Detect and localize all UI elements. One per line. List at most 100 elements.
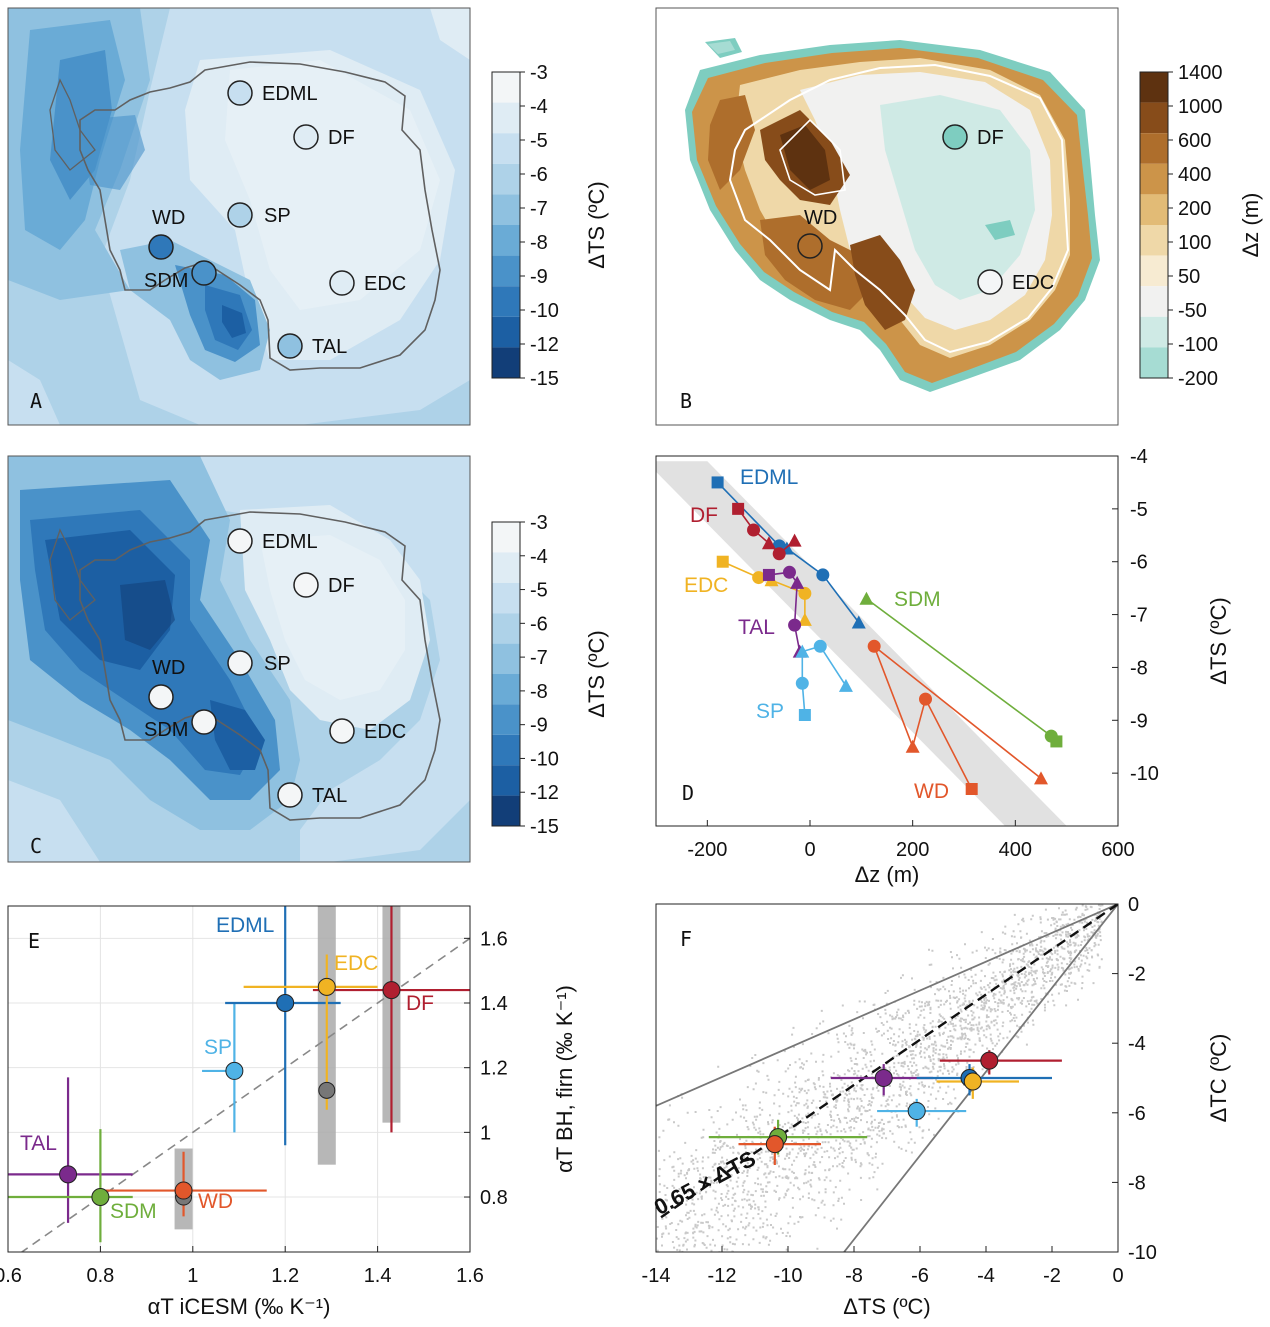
series-point-df — [747, 523, 761, 537]
series-point-wd — [1034, 771, 1048, 785]
colorbar-cell — [1140, 133, 1168, 164]
colorbar-cell — [1140, 102, 1168, 134]
site-marker-sp — [227, 202, 253, 228]
colorbar-cell — [1140, 72, 1168, 103]
series-point-sp — [838, 678, 853, 692]
panel-d-band — [656, 461, 1067, 826]
panel-d-letter: D — [682, 781, 694, 805]
y-axis-label: ΔTS (ºC) — [1206, 597, 1231, 685]
colorbar-tick-label: -200 — [1178, 368, 1218, 390]
panel-c-sites: EDML DF SP WD SDM EDC TAL — [144, 528, 406, 808]
point-label-df: DF — [406, 992, 434, 1015]
series-label-edc: EDC — [684, 574, 728, 597]
colorbar-tick-label: 200 — [1178, 198, 1211, 220]
panel-f-chart: -14 -12 -10 -8 -6 -4 -2 0 0 -2 -4 -6 -8 -10 ΔTS (ºC) ΔT… — [642, 894, 1231, 1319]
site-marker-df — [293, 124, 319, 150]
panel-b-sites: DF WD EDC — [797, 124, 1054, 295]
site-marker-sdm — [191, 260, 217, 286]
x-tick-label: 400 — [999, 839, 1032, 861]
site-marker-tal — [277, 333, 303, 359]
point-label-tal: TAL — [20, 1132, 57, 1155]
y-tick-label: -8 — [1128, 1172, 1146, 1194]
panel-e-labels: TAL SDM WD SP EDML EDC DF — [20, 914, 434, 1223]
y-tick-label: -9 — [1130, 710, 1148, 732]
x-tick-label: 0.6 — [0, 1265, 22, 1287]
panel-c-map: C EDML DF SP WD SDM EDC TAL — [7, 455, 471, 863]
panel-e-points — [8, 906, 470, 1243]
site-marker-wd — [148, 234, 174, 260]
colorbar-cell — [1140, 194, 1168, 225]
colorbar-frame — [491, 71, 521, 379]
series-point-edc — [752, 571, 766, 585]
point-label-sdm: SDM — [110, 1200, 157, 1223]
colorbar-cell — [492, 72, 520, 103]
site-label-wd: WD — [152, 657, 185, 679]
data-point-sp — [225, 1061, 244, 1080]
panel-b-letter: B — [680, 389, 692, 413]
colorbar-tick-label: -3 — [530, 512, 548, 534]
colorbar-cell — [492, 522, 520, 553]
y-tick-label: 0.8 — [480, 1187, 508, 1209]
colorbar-tick-label: -9 — [530, 715, 548, 737]
colorbar-cell — [492, 704, 520, 735]
series-point-tal — [790, 575, 805, 589]
panel-a-letter: A — [30, 389, 42, 413]
series-label-sp: SP — [756, 700, 784, 723]
one-to-one-line — [20, 937, 470, 1252]
site-label-df: DF — [328, 127, 355, 149]
colorbar-tick-label: -100 — [1178, 334, 1218, 356]
series-label-wd: WD — [914, 780, 949, 803]
y-tick-label: -10 — [1130, 763, 1159, 785]
panel-a-coastline — [79, 61, 441, 371]
panel-d-uncertainty-band — [656, 461, 1067, 826]
upper-envelope-line — [656, 904, 1118, 1107]
series-point-df — [732, 502, 745, 515]
series-point-df — [772, 547, 786, 561]
colorbar-frame — [491, 521, 521, 827]
panel-f-frame — [655, 903, 1119, 1253]
panel-d-series — [711, 476, 1063, 795]
panel-e-grid — [7, 906, 471, 1252]
x-tick-label: -10 — [774, 1265, 803, 1287]
series-point-tal — [788, 618, 802, 632]
colorbar-tick-label: 1000 — [1178, 96, 1223, 118]
colorbar-tick-label: -8 — [530, 232, 548, 254]
site-marker-edml — [227, 80, 253, 106]
colorbar-cell — [1140, 225, 1168, 256]
data-point-tal — [59, 1165, 78, 1184]
colorbar-cell — [492, 102, 520, 134]
colorbar-label: Δz (m) — [1238, 193, 1263, 258]
x-tick-label: -14 — [642, 1265, 671, 1287]
colorbar-cell — [1140, 347, 1168, 378]
colorbar-tick-label: -3 — [530, 62, 548, 84]
colorbar-tick-label: 100 — [1178, 232, 1211, 254]
site-marker-edml — [227, 528, 253, 554]
site-label-wd: WD — [804, 207, 837, 229]
x-tick-label: -2 — [1043, 1265, 1061, 1287]
site-label-df: DF — [328, 575, 355, 597]
y-tick-label: -6 — [1130, 552, 1148, 574]
x-tick-label: 0 — [804, 839, 815, 861]
point-label-edc: EDC — [334, 952, 378, 975]
colorbar-cell — [1140, 163, 1168, 195]
site-marker-sp — [227, 650, 253, 676]
x-tick-label: 0.8 — [86, 1265, 114, 1287]
colorbar-cell — [492, 674, 520, 705]
panel-b-ridge-line — [779, 118, 846, 196]
colorbar-tick-label: -12 — [530, 334, 559, 356]
colorbar-cell — [492, 734, 520, 766]
point-label-wd: WD — [198, 1190, 233, 1213]
x-axis-label: ΔTS (ºC) — [843, 1294, 931, 1319]
panel-e-frame — [7, 905, 471, 1253]
data-point-sp — [907, 1102, 926, 1121]
colorbar-cell — [492, 613, 520, 644]
y-tick-label: -2 — [1128, 964, 1146, 986]
x-tick-label: 1.6 — [456, 1265, 484, 1287]
site-label-edml: EDML — [262, 83, 318, 105]
panel-a-map: A EDML DF SP WD SDM EDC TAL — [7, 7, 471, 426]
colorbar-cell — [492, 163, 520, 195]
colorbar-cell — [492, 316, 520, 348]
colorbar-tick-label: -15 — [530, 816, 559, 838]
colorbar-cell — [492, 347, 520, 378]
